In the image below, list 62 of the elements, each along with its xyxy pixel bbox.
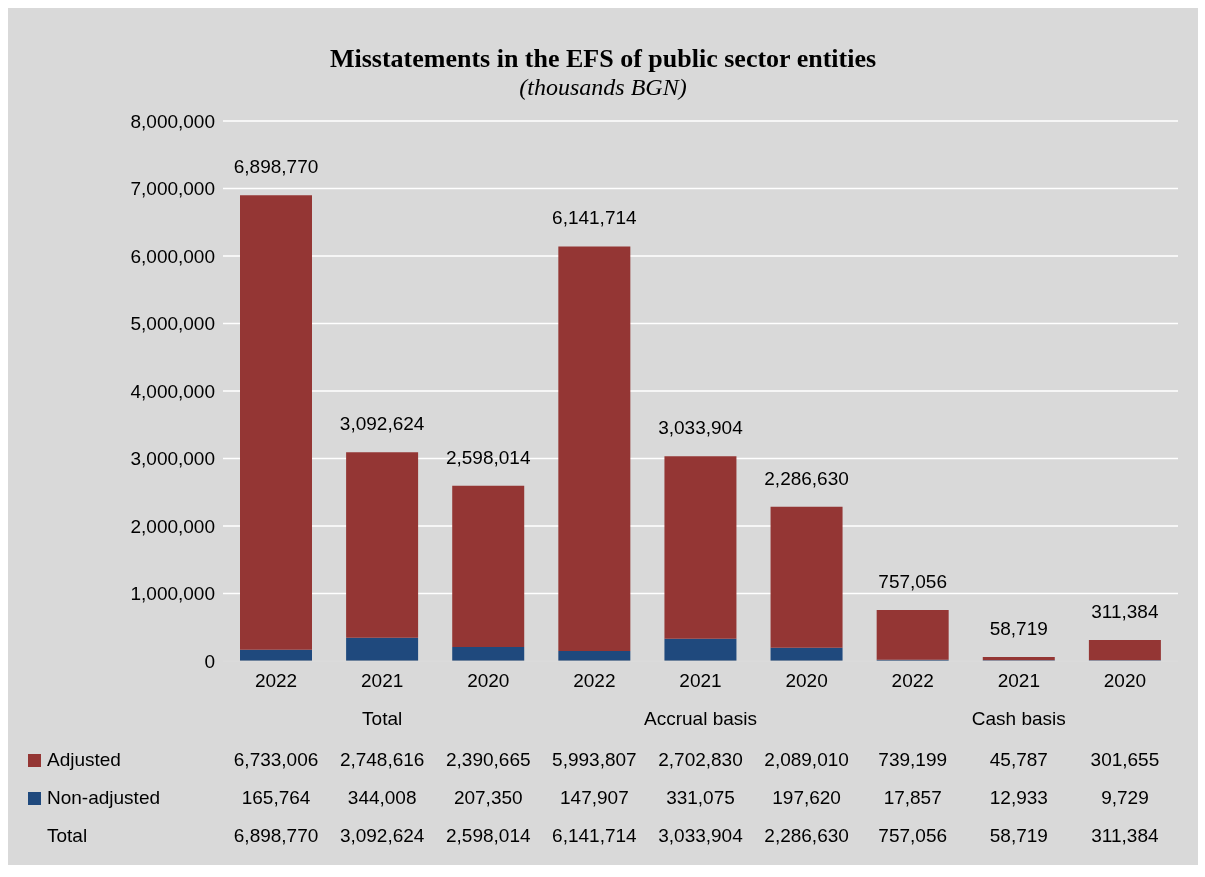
y-tick-label: 6,000,000 xyxy=(130,245,215,267)
text: Total xyxy=(362,708,403,729)
x-tick-label: 2020 xyxy=(467,670,510,691)
x-tick-label: 2022 xyxy=(573,670,616,691)
data-label: 2,748,616 xyxy=(338,749,426,771)
data-label: 197,620 xyxy=(771,787,842,809)
x-tick-label: 2022 xyxy=(254,670,298,691)
x-tick-label: 2022 xyxy=(891,670,934,691)
data-label: 344,008 xyxy=(346,787,418,809)
data-label: 207,350 xyxy=(452,787,524,809)
text: 3,092,624 xyxy=(339,825,425,846)
data-label: 12,933 xyxy=(988,787,1049,809)
data-label: 2,702,830 xyxy=(657,749,744,771)
total-label: 3,092,624 xyxy=(339,413,425,435)
total-label: 311,384 xyxy=(1091,600,1159,622)
data-label: 331,075 xyxy=(665,787,736,809)
y-tick-label: 8,000,000 xyxy=(130,110,215,132)
y-tick-label: 3,000,000 xyxy=(130,448,215,470)
x-tick-label: 2021 xyxy=(997,670,1040,691)
y-tick-label: 0 xyxy=(204,650,215,672)
y-tick-label: 2,000,000 xyxy=(130,515,215,537)
text: 757,056 xyxy=(878,825,948,846)
data-label: 5,993,807 xyxy=(551,749,638,771)
data-label: 2,390,665 xyxy=(445,749,532,771)
text: 311,384 xyxy=(1091,825,1159,846)
text: 2,286,630 xyxy=(764,825,849,846)
text: Accrual basis xyxy=(644,708,757,729)
data-label: 147,907 xyxy=(559,787,630,809)
data-label: 739,199 xyxy=(877,749,949,771)
data-label: 45,787 xyxy=(988,749,1049,771)
text: 3,033,904 xyxy=(658,825,743,846)
legend-label: Adjusted xyxy=(47,749,121,771)
data-label: 301,655 xyxy=(1089,749,1161,771)
data-label: 17,857 xyxy=(882,787,943,809)
y-tick-label: 1,000,000 xyxy=(130,583,215,605)
y-tick-label: 5,000,000 xyxy=(130,313,215,335)
x-tick-label: 2021 xyxy=(361,670,404,691)
y-tick-label: 7,000,000 xyxy=(130,178,215,200)
text: 6,898,770 xyxy=(233,825,319,846)
text: 2,598,014 xyxy=(446,825,531,846)
total-label: 2,286,630 xyxy=(764,467,849,489)
chart-title: Misstatements in the EFS of public sector entities xyxy=(328,44,878,74)
total-label: 757,056 xyxy=(878,570,948,592)
chart-subtitle: (thousands BGN) xyxy=(518,74,688,101)
data-label: 165,764 xyxy=(240,787,312,809)
data-label: 9,729 xyxy=(1100,787,1150,809)
x-tick-label: 2020 xyxy=(785,670,828,691)
total-label: 2,598,014 xyxy=(445,446,531,468)
total-label: 3,033,904 xyxy=(658,417,744,439)
text: Cash basis xyxy=(971,708,1066,729)
text: 6,141,714 xyxy=(552,825,637,846)
total-label: 6,898,770 xyxy=(233,156,319,178)
text: 58,719 xyxy=(989,825,1048,846)
data-label: 6,733,006 xyxy=(232,749,320,771)
x-tick-label: 2020 xyxy=(1103,670,1147,691)
total-label: 6,141,714 xyxy=(552,207,638,229)
total-label: 58,719 xyxy=(989,618,1048,640)
y-tick-label: 4,000,000 xyxy=(130,380,215,402)
x-tick-label: 2021 xyxy=(679,670,722,691)
data-label: 2,089,010 xyxy=(763,749,850,771)
legend-label: Non-adjusted xyxy=(47,787,161,809)
text: Total xyxy=(46,825,89,847)
